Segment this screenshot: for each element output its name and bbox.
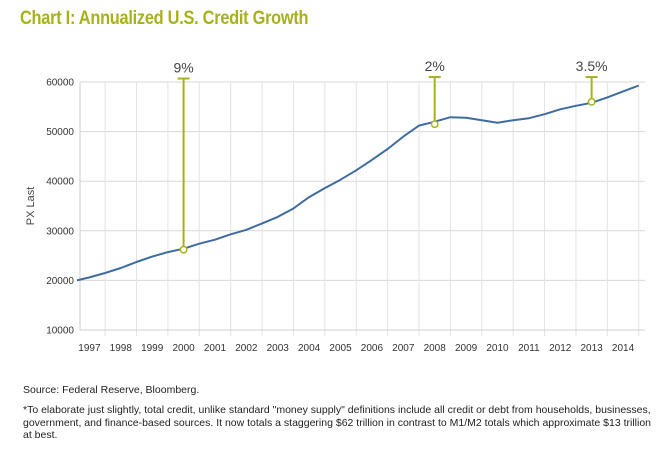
x-tick-label: 2002	[235, 343, 258, 354]
footnote: *To elaborate just slightly, total credi…	[23, 404, 652, 441]
x-tick-label: 2007	[392, 343, 415, 354]
x-axis-ticks: 1997 1998 1999 2000 2001 2002 2003 2004 2005 2006…	[78, 343, 634, 354]
x-tick-label: 1998	[110, 343, 133, 354]
x-tick-label: 1999	[141, 343, 164, 354]
annotation-marker	[179, 245, 188, 254]
x-tick-label: 2012	[549, 343, 572, 354]
x-tick-label: 2001	[204, 343, 227, 354]
y-axis-label: PX Last	[25, 187, 37, 226]
y-tick-label: 60000	[46, 78, 74, 89]
grid-lines	[79, 81, 645, 336]
annotations-layer: 9% 2% 3.5%	[173, 58, 608, 254]
annotation-marker	[587, 97, 596, 106]
y-tick-label: 10000	[46, 326, 74, 337]
series-line	[76, 84, 640, 282]
x-tick-label: 1997	[78, 343, 101, 354]
annotation-marker	[430, 120, 439, 129]
annotation-label: 9%	[173, 60, 193, 76]
x-tick-label: 2014	[612, 343, 635, 354]
x-tick-label: 2004	[298, 343, 321, 354]
y-tick-label: 20000	[46, 276, 74, 287]
x-tick-label: 2011	[518, 343, 540, 354]
x-tick-label: 2013	[581, 343, 604, 354]
chart-title: Chart I: Annualized U.S. Credit Growth	[20, 8, 309, 29]
y-tick-label: 40000	[46, 177, 74, 188]
x-tick-label: 2005	[329, 343, 352, 354]
y-tick-label: 50000	[46, 127, 74, 138]
x-tick-label: 2006	[361, 343, 384, 354]
x-tick-label: 2009	[455, 343, 478, 354]
series-layer	[76, 84, 640, 282]
y-axis-ticks: 10000 20000 30000 40000 50000 60000	[46, 78, 74, 337]
annotation-label: 3.5%	[576, 58, 608, 74]
x-tick-label: 2003	[267, 343, 290, 354]
x-tick-label: 2008	[424, 343, 447, 354]
x-tick-label: 2000	[172, 343, 195, 354]
y-tick-label: 30000	[46, 226, 74, 237]
x-tick-label: 2010	[486, 343, 509, 354]
annotation-label: 2%	[425, 58, 445, 74]
source-note: Source: Federal Reserve, Bloomberg.	[23, 384, 200, 396]
